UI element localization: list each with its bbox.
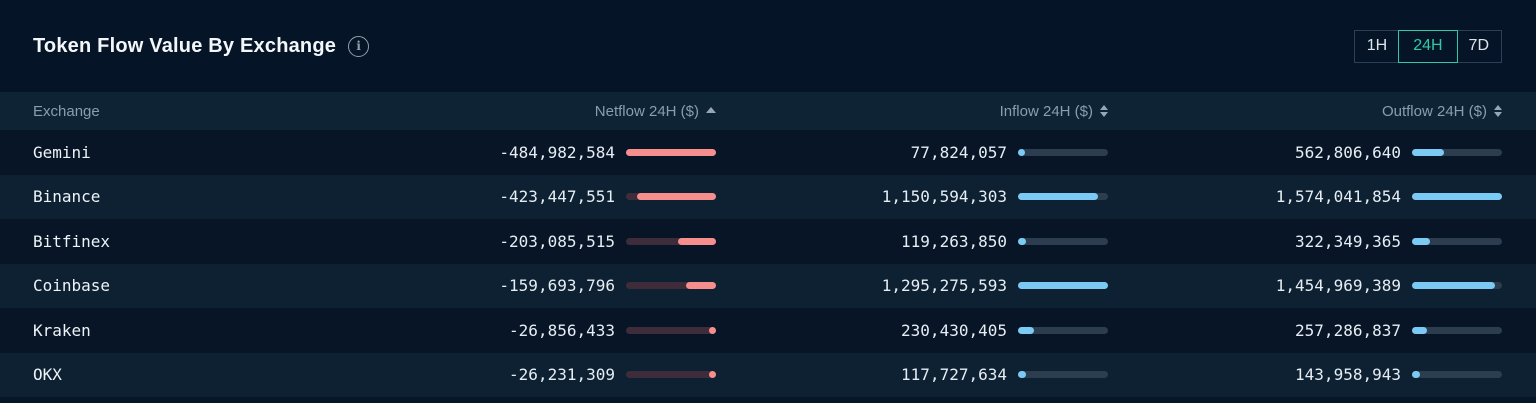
- outflow-cell: 143,958,943: [1108, 365, 1502, 384]
- exchange-name: Kraken: [33, 320, 91, 340]
- inflow-bar: [1018, 148, 1108, 156]
- exchange-name: Coinbase: [33, 276, 111, 296]
- inflow-bar: [1018, 193, 1108, 201]
- column-header-inflow-label: Inflow 24H ($): [999, 102, 1093, 120]
- inflow-value: 119,263,850: [901, 231, 1007, 251]
- outflow-cell: 562,806,640: [1108, 143, 1502, 162]
- exchange-name: Bitfinex: [33, 231, 111, 251]
- netflow-bar: [626, 326, 716, 334]
- exchange-name: Gemini: [33, 142, 91, 162]
- outflow-value: 1,574,041,854: [1275, 187, 1401, 207]
- netflow-bar: [626, 237, 716, 245]
- netflow-bar: [626, 148, 716, 156]
- outflow-value: 322,349,365: [1295, 231, 1401, 251]
- time-range-1h[interactable]: 1H: [1355, 31, 1399, 62]
- outflow-value: 143,958,943: [1295, 365, 1401, 385]
- sort-toggle-icon[interactable]: [1494, 105, 1502, 117]
- widget-header: Token Flow Value By Exchange i 1H 24H 7D: [0, 0, 1536, 92]
- outflow-value: 1,454,969,389: [1275, 276, 1401, 296]
- inflow-cell: 77,824,057: [716, 143, 1108, 162]
- netflow-value: -484,982,584: [499, 142, 615, 162]
- column-header-netflow[interactable]: Netflow 24H ($): [250, 103, 716, 120]
- netflow-bar: [626, 193, 716, 201]
- netflow-value: -203,085,515: [499, 231, 615, 251]
- time-range-7d[interactable]: 7D: [1457, 31, 1501, 62]
- inflow-cell: 117,727,634: [716, 365, 1108, 384]
- netflow-value: -26,856,433: [509, 320, 615, 340]
- inflow-value: 1,295,275,593: [881, 276, 1007, 296]
- netflow-value: -26,231,309: [509, 365, 615, 385]
- inflow-value: 1,150,594,303: [881, 187, 1007, 207]
- sort-ascending-icon[interactable]: [706, 107, 716, 113]
- outflow-cell: 1,574,041,854: [1108, 187, 1502, 206]
- inflow-value: 230,430,405: [901, 320, 1007, 340]
- table-row-binance: Binance -423,447,551 1,150,594,303 1,574…: [0, 174, 1536, 219]
- table-row-coinbase: Coinbase -159,693,796 1,295,275,593 1,45…: [0, 263, 1536, 308]
- info-icon[interactable]: i: [348, 35, 370, 57]
- netflow-cell: -26,856,433: [250, 321, 716, 340]
- time-range-24h[interactable]: 24H: [1398, 29, 1458, 63]
- netflow-bar: [626, 371, 716, 379]
- inflow-bar: [1018, 282, 1108, 290]
- netflow-cell: -203,085,515: [250, 232, 716, 251]
- netflow-cell: -484,982,584: [250, 143, 716, 162]
- outflow-bar: [1412, 237, 1502, 245]
- outflow-bar: [1412, 148, 1502, 156]
- netflow-value: -159,693,796: [499, 276, 615, 296]
- outflow-bar: [1412, 193, 1502, 201]
- table-row-okx: OKX -26,231,309 117,727,634 143,958,943: [0, 352, 1536, 397]
- inflow-bar: [1018, 371, 1108, 379]
- table-row-gemini: Gemini -484,982,584 77,824,057 562,806,6…: [0, 130, 1536, 175]
- exchange-name: OKX: [33, 365, 62, 385]
- time-range-selector: 1H 24H 7D: [1353, 29, 1502, 63]
- netflow-cell: -159,693,796: [250, 276, 716, 295]
- exchange-name: Binance: [33, 187, 101, 207]
- outflow-bar: [1412, 371, 1502, 379]
- column-header-outflow-label: Outflow 24H ($): [1381, 102, 1487, 120]
- outflow-bar: [1412, 282, 1502, 290]
- inflow-cell: 119,263,850: [716, 232, 1108, 251]
- inflow-cell: 1,150,594,303: [716, 187, 1108, 206]
- table-row-kraken: Kraken -26,856,433 230,430,405 257,286,8…: [0, 308, 1536, 353]
- inflow-bar: [1018, 326, 1108, 334]
- column-header-exchange[interactable]: Exchange: [33, 102, 100, 120]
- outflow-cell: 322,349,365: [1108, 232, 1502, 251]
- netflow-bar: [626, 282, 716, 290]
- outflow-value: 257,286,837: [1295, 320, 1401, 340]
- outflow-bar: [1412, 326, 1502, 334]
- table-header-row: Exchange Netflow 24H ($) Inflow 24H ($) …: [0, 92, 1536, 130]
- column-header-outflow[interactable]: Outflow 24H ($): [1108, 103, 1502, 120]
- page-title: Token Flow Value By Exchange: [33, 34, 337, 57]
- netflow-cell: -26,231,309: [250, 365, 716, 384]
- next-row-partial: [0, 397, 1536, 403]
- netflow-cell: -423,447,551: [250, 187, 716, 206]
- table-row-bitfinex: Bitfinex -203,085,515 119,263,850 322,34…: [0, 219, 1536, 264]
- inflow-bar: [1018, 237, 1108, 245]
- column-header-netflow-label: Netflow 24H ($): [594, 102, 699, 120]
- outflow-cell: 1,454,969,389: [1108, 276, 1502, 295]
- outflow-value: 562,806,640: [1295, 142, 1401, 162]
- column-header-inflow[interactable]: Inflow 24H ($): [716, 103, 1108, 120]
- sort-toggle-icon[interactable]: [1100, 105, 1108, 117]
- netflow-value: -423,447,551: [499, 187, 615, 207]
- inflow-value: 77,824,057: [910, 142, 1007, 162]
- outflow-cell: 257,286,837: [1108, 321, 1502, 340]
- inflow-cell: 230,430,405: [716, 321, 1108, 340]
- inflow-cell: 1,295,275,593: [716, 276, 1108, 295]
- inflow-value: 117,727,634: [901, 365, 1007, 385]
